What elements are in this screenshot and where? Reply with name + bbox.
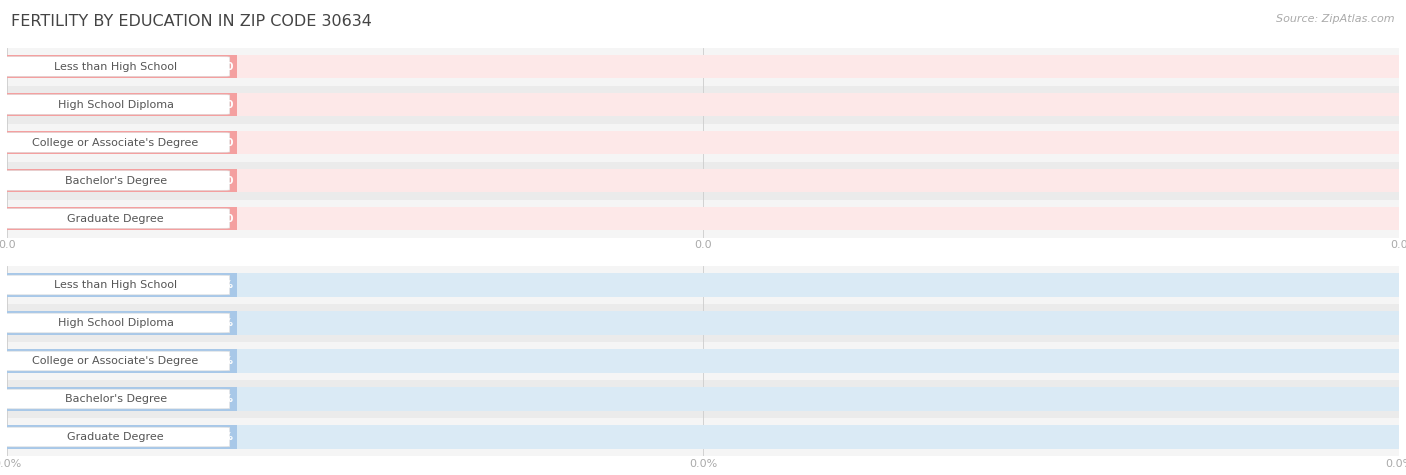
Bar <box>7 425 1399 449</box>
FancyBboxPatch shape <box>1 171 229 190</box>
Text: 0.0%: 0.0% <box>205 432 233 442</box>
Bar <box>7 266 1399 304</box>
Text: 0.0: 0.0 <box>215 137 233 148</box>
Bar <box>7 380 1399 418</box>
Text: College or Associate's Degree: College or Associate's Degree <box>32 356 198 366</box>
Text: High School Diploma: High School Diploma <box>58 99 173 110</box>
Bar <box>7 48 1399 86</box>
Text: Bachelor's Degree: Bachelor's Degree <box>65 394 167 404</box>
Bar <box>7 93 236 116</box>
Text: 0.0: 0.0 <box>215 175 233 186</box>
Bar <box>7 207 1399 230</box>
FancyBboxPatch shape <box>1 389 229 409</box>
Bar <box>7 207 236 230</box>
Bar <box>7 418 1399 456</box>
Text: Graduate Degree: Graduate Degree <box>67 432 165 442</box>
Text: 0.0%: 0.0% <box>205 280 233 290</box>
Text: 0.0: 0.0 <box>215 61 233 72</box>
Bar <box>7 425 236 449</box>
Text: 0.0%: 0.0% <box>205 394 233 404</box>
Bar <box>7 86 1399 124</box>
Text: Graduate Degree: Graduate Degree <box>67 213 165 224</box>
FancyBboxPatch shape <box>1 351 229 371</box>
Text: Less than High School: Less than High School <box>53 280 177 290</box>
Text: 0.0: 0.0 <box>215 213 233 224</box>
FancyBboxPatch shape <box>1 133 229 152</box>
FancyBboxPatch shape <box>1 209 229 228</box>
Bar <box>7 131 1399 154</box>
Text: 0.0: 0.0 <box>215 99 233 110</box>
Text: FERTILITY BY EDUCATION IN ZIP CODE 30634: FERTILITY BY EDUCATION IN ZIP CODE 30634 <box>11 14 373 29</box>
Text: Bachelor's Degree: Bachelor's Degree <box>65 175 167 186</box>
Bar <box>7 342 1399 380</box>
Bar <box>7 311 1399 335</box>
Bar <box>7 169 1399 192</box>
Bar <box>7 304 1399 342</box>
Bar <box>7 273 1399 297</box>
Text: 0.0%: 0.0% <box>205 356 233 366</box>
Bar <box>7 55 236 78</box>
Bar <box>7 93 1399 116</box>
Bar <box>7 200 1399 238</box>
Bar <box>7 55 1399 78</box>
Text: 0.0%: 0.0% <box>205 318 233 328</box>
Text: Less than High School: Less than High School <box>53 61 177 72</box>
Bar <box>7 387 1399 411</box>
Bar <box>7 349 236 373</box>
Text: Source: ZipAtlas.com: Source: ZipAtlas.com <box>1277 14 1395 24</box>
FancyBboxPatch shape <box>1 313 229 333</box>
FancyBboxPatch shape <box>1 427 229 447</box>
FancyBboxPatch shape <box>1 95 229 114</box>
Bar <box>7 311 236 335</box>
FancyBboxPatch shape <box>1 275 229 295</box>
Text: College or Associate's Degree: College or Associate's Degree <box>32 137 198 148</box>
Bar <box>7 124 1399 162</box>
Bar <box>7 131 236 154</box>
Bar <box>7 349 1399 373</box>
Bar <box>7 162 1399 199</box>
Bar <box>7 169 236 192</box>
FancyBboxPatch shape <box>1 57 229 76</box>
Text: High School Diploma: High School Diploma <box>58 318 173 328</box>
Bar <box>7 387 236 411</box>
Bar <box>7 273 236 297</box>
